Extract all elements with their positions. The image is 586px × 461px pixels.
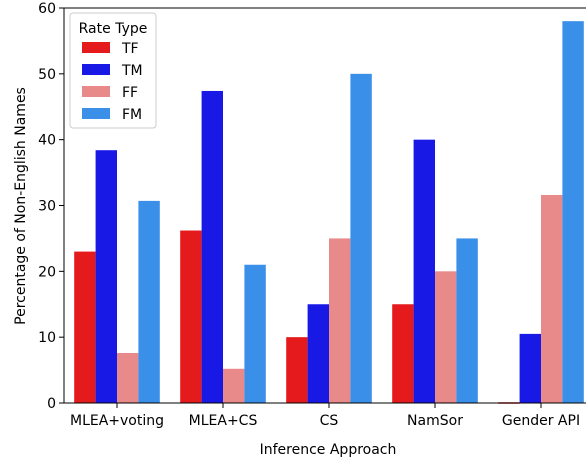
bar-tf-1 [180, 230, 202, 403]
x-tick-label: MLEA+voting [70, 413, 164, 429]
x-tick-label: Gender API [502, 413, 580, 429]
legend: Rate Type TF TM FF FM [69, 12, 157, 129]
bar-tm-3 [413, 139, 435, 404]
legend-label-ff: FF [122, 85, 138, 101]
y-tick-label: 40 [38, 133, 56, 149]
y-tick-label: 60 [38, 1, 56, 17]
bar-tf-3 [392, 304, 414, 403]
legend-label-tm: TM [121, 63, 143, 79]
bar-fm-4 [562, 21, 584, 403]
bar-tm-1 [201, 90, 223, 403]
legend-items: TF TM FF FM [82, 41, 143, 123]
bar-fm-3 [456, 238, 478, 403]
y-tick-label: 30 [38, 199, 56, 215]
bar-ff-0 [117, 352, 139, 403]
y-tick-label: 10 [38, 330, 56, 346]
bar-ff-4 [541, 194, 563, 403]
y-tick-label: 20 [38, 264, 56, 280]
x-tick-label: CS [320, 413, 339, 429]
bar-fm-2 [350, 73, 372, 403]
legend-swatch-ff [82, 86, 110, 97]
bar-fm-0 [138, 200, 160, 403]
bar-tm-0 [95, 150, 117, 403]
bar-tf-2 [286, 337, 308, 403]
bar-tf-0 [74, 251, 96, 403]
y-axis-title: Percentage of Non-English Names [13, 87, 29, 325]
bar-ff-3 [435, 271, 457, 403]
bar-ff-2 [329, 238, 351, 403]
legend-label-fm: FM [122, 107, 142, 123]
x-tick-label: NamSor [407, 413, 463, 429]
legend-label-tf: TF [121, 41, 139, 57]
bar-tm-2 [307, 304, 329, 403]
legend-swatch-fm [82, 108, 110, 119]
bar-ff-1 [223, 368, 245, 403]
legend-frame [69, 12, 157, 129]
x-axis-title: Inference Approach [260, 442, 397, 458]
legend-swatch-tm [82, 64, 110, 75]
bar-fm-1 [244, 264, 266, 403]
y-tick-label: 0 [47, 396, 56, 412]
bar-tm-4 [519, 333, 541, 404]
bars-layer [74, 21, 584, 404]
legend-swatch-tf [82, 42, 110, 53]
legend-title: Rate Type [79, 21, 148, 37]
x-tick-label: MLEA+CS [189, 413, 258, 429]
ticks-layer: 0 10 20 30 40 50 60 MLEA+voting MLEA+CS CS NamSor G… [38, 1, 580, 429]
y-tick-label: 50 [38, 67, 56, 83]
